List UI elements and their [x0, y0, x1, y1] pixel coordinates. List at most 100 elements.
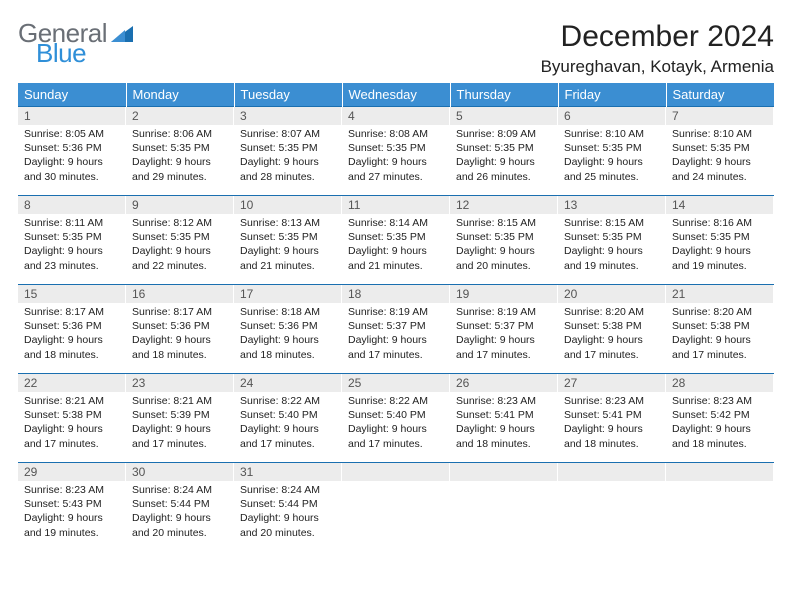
weekday-header: Saturday: [666, 83, 774, 107]
day-line-sr: Sunrise: 8:22 AM: [348, 394, 444, 408]
day-line-ss: Sunset: 5:35 PM: [24, 230, 120, 244]
day-cell: [558, 463, 666, 552]
day-line-sr: Sunrise: 8:23 AM: [456, 394, 552, 408]
day-body: Sunrise: 8:17 AMSunset: 5:36 PMDaylight:…: [18, 303, 126, 366]
day-line-ss: Sunset: 5:36 PM: [24, 141, 120, 155]
day-body: Sunrise: 8:23 AMSunset: 5:41 PMDaylight:…: [450, 392, 558, 455]
day-line-sr: Sunrise: 8:24 AM: [132, 483, 228, 497]
day-body: Sunrise: 8:10 AMSunset: 5:35 PMDaylight:…: [666, 125, 774, 188]
day-cell: 22Sunrise: 8:21 AMSunset: 5:38 PMDayligh…: [18, 374, 126, 463]
calendar-page: General Blue December 2024 Byureghavan, …: [0, 0, 792, 612]
day-body: Sunrise: 8:15 AMSunset: 5:35 PMDaylight:…: [450, 214, 558, 277]
day-number: 12: [450, 196, 558, 214]
day-line-d1: Daylight: 9 hours: [348, 333, 444, 347]
day-line-d1: Daylight: 9 hours: [24, 511, 120, 525]
day-line-d2: and 23 minutes.: [24, 259, 120, 273]
day-line-d1: Daylight: 9 hours: [132, 244, 228, 258]
day-body: Sunrise: 8:15 AMSunset: 5:35 PMDaylight:…: [558, 214, 666, 277]
day-line-d2: and 28 minutes.: [240, 170, 336, 184]
day-cell: 29Sunrise: 8:23 AMSunset: 5:43 PMDayligh…: [18, 463, 126, 552]
day-line-d1: Daylight: 9 hours: [564, 155, 660, 169]
day-cell: 13Sunrise: 8:15 AMSunset: 5:35 PMDayligh…: [558, 196, 666, 285]
day-cell: 8Sunrise: 8:11 AMSunset: 5:35 PMDaylight…: [18, 196, 126, 285]
day-number: 13: [558, 196, 666, 214]
day-number: 29: [18, 463, 126, 481]
day-line-d1: Daylight: 9 hours: [240, 333, 336, 347]
day-line-d1: Daylight: 9 hours: [132, 333, 228, 347]
day-body: Sunrise: 8:23 AMSunset: 5:42 PMDaylight:…: [666, 392, 774, 455]
day-line-ss: Sunset: 5:35 PM: [564, 230, 660, 244]
day-cell: 23Sunrise: 8:21 AMSunset: 5:39 PMDayligh…: [126, 374, 234, 463]
day-number: [342, 463, 450, 481]
day-number: 6: [558, 107, 666, 125]
day-body: Sunrise: 8:16 AMSunset: 5:35 PMDaylight:…: [666, 214, 774, 277]
day-line-d2: and 17 minutes.: [672, 348, 768, 362]
day-body: Sunrise: 8:20 AMSunset: 5:38 PMDaylight:…: [666, 303, 774, 366]
day-cell: 18Sunrise: 8:19 AMSunset: 5:37 PMDayligh…: [342, 285, 450, 374]
day-line-sr: Sunrise: 8:17 AM: [132, 305, 228, 319]
day-body: Sunrise: 8:21 AMSunset: 5:38 PMDaylight:…: [18, 392, 126, 455]
location-text: Byureghavan, Kotayk, Armenia: [541, 57, 774, 77]
day-body: Sunrise: 8:14 AMSunset: 5:35 PMDaylight:…: [342, 214, 450, 277]
day-cell: 15Sunrise: 8:17 AMSunset: 5:36 PMDayligh…: [18, 285, 126, 374]
day-body: Sunrise: 8:17 AMSunset: 5:36 PMDaylight:…: [126, 303, 234, 366]
day-number: 2: [126, 107, 234, 125]
day-line-ss: Sunset: 5:35 PM: [348, 141, 444, 155]
day-cell: 30Sunrise: 8:24 AMSunset: 5:44 PMDayligh…: [126, 463, 234, 552]
day-line-sr: Sunrise: 8:15 AM: [564, 216, 660, 230]
day-line-ss: Sunset: 5:37 PM: [456, 319, 552, 333]
brand-logo: General Blue: [18, 20, 133, 66]
day-line-sr: Sunrise: 8:09 AM: [456, 127, 552, 141]
day-line-d2: and 18 minutes.: [132, 348, 228, 362]
day-line-d2: and 17 minutes.: [456, 348, 552, 362]
day-number: 24: [234, 374, 342, 392]
day-body: Sunrise: 8:10 AMSunset: 5:35 PMDaylight:…: [558, 125, 666, 188]
day-number: 28: [666, 374, 774, 392]
day-cell: 12Sunrise: 8:15 AMSunset: 5:35 PMDayligh…: [450, 196, 558, 285]
day-line-ss: Sunset: 5:37 PM: [348, 319, 444, 333]
day-cell: 14Sunrise: 8:16 AMSunset: 5:35 PMDayligh…: [666, 196, 774, 285]
day-line-ss: Sunset: 5:35 PM: [348, 230, 444, 244]
day-body: Sunrise: 8:13 AMSunset: 5:35 PMDaylight:…: [234, 214, 342, 277]
day-body: Sunrise: 8:22 AMSunset: 5:40 PMDaylight:…: [234, 392, 342, 455]
day-line-ss: Sunset: 5:36 PM: [24, 319, 120, 333]
day-line-ss: Sunset: 5:38 PM: [672, 319, 768, 333]
day-number: [450, 463, 558, 481]
day-line-ss: Sunset: 5:35 PM: [564, 141, 660, 155]
day-line-ss: Sunset: 5:39 PM: [132, 408, 228, 422]
day-line-d2: and 17 minutes.: [348, 348, 444, 362]
title-block: December 2024 Byureghavan, Kotayk, Armen…: [541, 20, 774, 77]
day-line-d1: Daylight: 9 hours: [456, 155, 552, 169]
day-line-d2: and 29 minutes.: [132, 170, 228, 184]
day-line-sr: Sunrise: 8:24 AM: [240, 483, 336, 497]
day-line-ss: Sunset: 5:40 PM: [240, 408, 336, 422]
day-number: 7: [666, 107, 774, 125]
weekday-header: Sunday: [18, 83, 126, 107]
day-line-ss: Sunset: 5:35 PM: [132, 230, 228, 244]
day-line-d1: Daylight: 9 hours: [564, 244, 660, 258]
day-line-sr: Sunrise: 8:06 AM: [132, 127, 228, 141]
day-number: 17: [234, 285, 342, 303]
day-line-ss: Sunset: 5:41 PM: [456, 408, 552, 422]
day-line-d1: Daylight: 9 hours: [348, 244, 444, 258]
day-body: Sunrise: 8:20 AMSunset: 5:38 PMDaylight:…: [558, 303, 666, 366]
day-line-ss: Sunset: 5:35 PM: [672, 230, 768, 244]
day-number: 5: [450, 107, 558, 125]
day-cell: 28Sunrise: 8:23 AMSunset: 5:42 PMDayligh…: [666, 374, 774, 463]
day-cell: 7Sunrise: 8:10 AMSunset: 5:35 PMDaylight…: [666, 107, 774, 196]
day-number: 16: [126, 285, 234, 303]
day-cell: 24Sunrise: 8:22 AMSunset: 5:40 PMDayligh…: [234, 374, 342, 463]
day-line-sr: Sunrise: 8:19 AM: [348, 305, 444, 319]
day-line-d2: and 19 minutes.: [24, 526, 120, 540]
day-number: 19: [450, 285, 558, 303]
day-number: 3: [234, 107, 342, 125]
day-line-d2: and 20 minutes.: [240, 526, 336, 540]
day-line-d1: Daylight: 9 hours: [240, 511, 336, 525]
day-line-d1: Daylight: 9 hours: [456, 333, 552, 347]
week-row: 1Sunrise: 8:05 AMSunset: 5:36 PMDaylight…: [18, 107, 774, 196]
day-line-d2: and 27 minutes.: [348, 170, 444, 184]
day-line-ss: Sunset: 5:35 PM: [240, 230, 336, 244]
day-line-d1: Daylight: 9 hours: [456, 244, 552, 258]
day-body: Sunrise: 8:19 AMSunset: 5:37 PMDaylight:…: [342, 303, 450, 366]
day-line-sr: Sunrise: 8:14 AM: [348, 216, 444, 230]
